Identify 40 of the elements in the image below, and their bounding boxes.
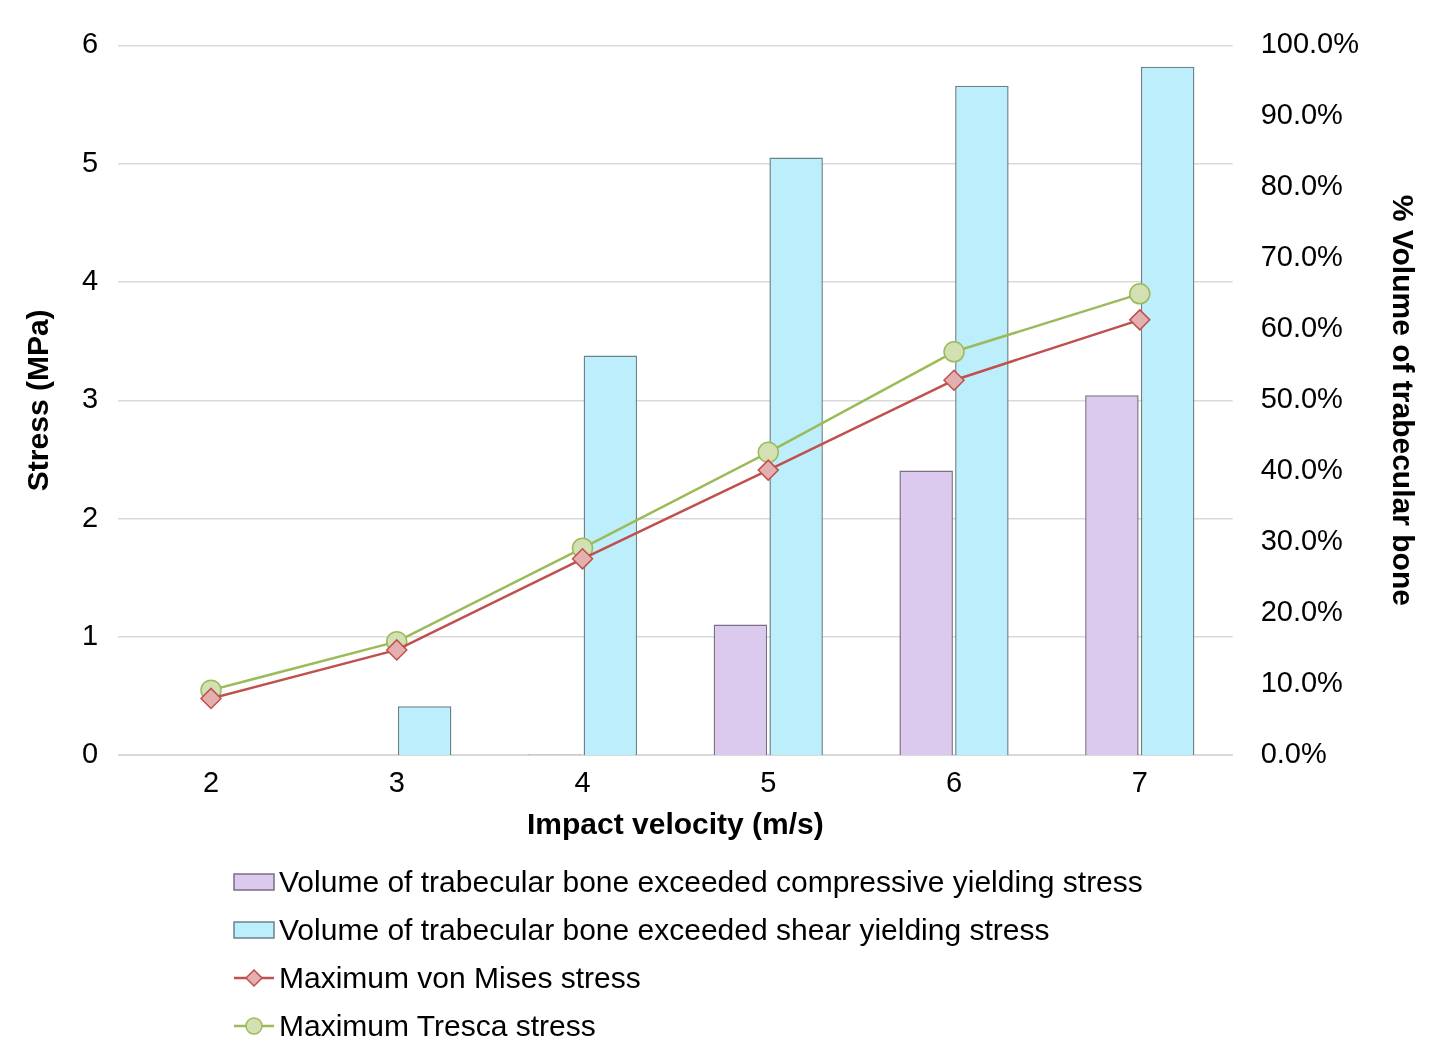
point: [200, 687, 222, 710]
y2-tick-label: 100.0%: [1260, 27, 1359, 60]
x-tick-label: 7: [1131, 765, 1148, 798]
y-tick-label: 6: [81, 27, 99, 60]
y-tick-label: 5: [81, 145, 99, 178]
x-tick-label: 2: [202, 765, 220, 798]
y2-tick-label: 60.0%: [1260, 311, 1343, 344]
y-tick-label: 1: [81, 618, 99, 651]
y2-tick-label: 20.0%: [1260, 595, 1343, 628]
x-tick-label: 4: [574, 765, 591, 798]
y2-tick-label: 70.0%: [1260, 240, 1343, 273]
y-tick-label: 0: [81, 737, 99, 770]
legend-label: Maximum Tresca stress: [279, 1009, 596, 1043]
legend-label: Volume of trabecular bone exceeded compressive yielding stress: [279, 865, 1143, 899]
point: [571, 548, 594, 570]
legend-label: Volume of trabecular bone exceeded shear yielding stress: [279, 913, 1050, 947]
y2-tick-label: 50.0%: [1260, 382, 1343, 415]
point: [757, 459, 780, 481]
x-tick-label: 6: [945, 765, 963, 798]
y2-tick-label: 90.0%: [1260, 98, 1343, 131]
y2-tick-label: 10.0%: [1260, 666, 1343, 699]
y-tick-label: 2: [81, 500, 99, 533]
point: [757, 441, 780, 464]
y2-tick-label: 30.0%: [1260, 524, 1343, 557]
point: [1129, 283, 1151, 305]
y2-axis-title: % Volume of trabecular bone: [1386, 194, 1420, 606]
legend-label: Maximum von Mises stress: [279, 961, 641, 995]
point: [943, 341, 965, 363]
y2-tick-label: 0.0%: [1260, 737, 1327, 770]
y2-tick-label: 80.0%: [1260, 169, 1343, 202]
x-tick-label: 3: [388, 765, 405, 798]
point: [1129, 309, 1151, 331]
point: [943, 369, 965, 391]
y-tick-label: 4: [81, 264, 99, 296]
x-axis-title: Impact velocity (m/s): [527, 807, 824, 841]
y-axis-title: Stress (MPa): [21, 309, 55, 492]
point: [386, 639, 408, 661]
x-tick-label: 5: [760, 765, 777, 798]
y-tick-label: 3: [81, 382, 99, 415]
y2-tick-label: 40.0%: [1260, 453, 1343, 486]
